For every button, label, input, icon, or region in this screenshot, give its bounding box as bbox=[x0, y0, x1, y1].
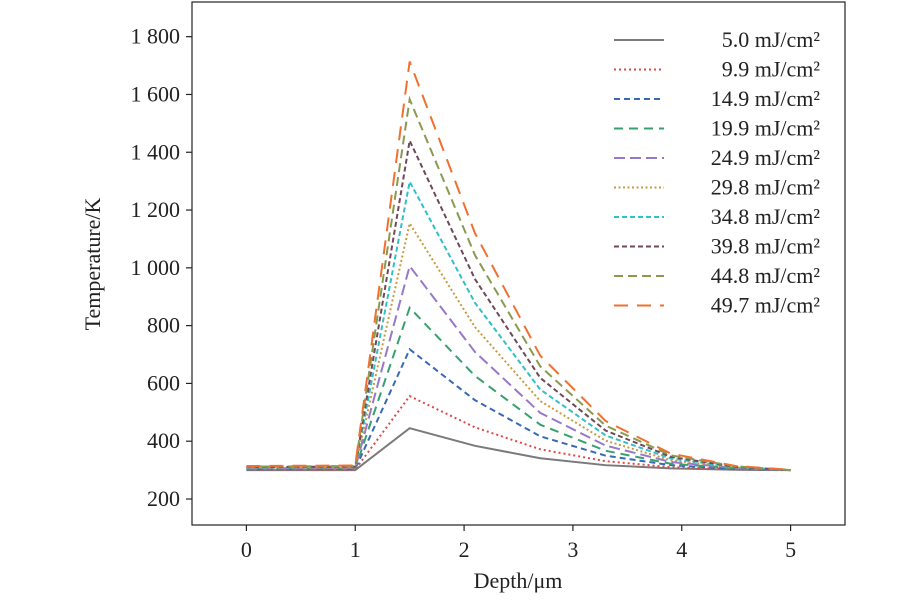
y-tick-label: 200 bbox=[147, 486, 180, 511]
legend-label-6: 34.8 mJ/cm² bbox=[711, 204, 821, 229]
x-tick-label: 0 bbox=[241, 537, 252, 562]
x-tick-label: 5 bbox=[785, 537, 796, 562]
legend-label-3: 19.9 mJ/cm² bbox=[711, 116, 821, 141]
y-tick-label: 800 bbox=[147, 313, 180, 338]
legend-label-2: 14.9 mJ/cm² bbox=[711, 86, 821, 111]
y-tick-label: 1 000 bbox=[131, 255, 181, 280]
y-tick-label: 1 200 bbox=[131, 197, 181, 222]
x-tick-label: 1 bbox=[350, 537, 361, 562]
series-line-3 bbox=[246, 305, 791, 472]
legend-label-9: 49.7 mJ/cm² bbox=[711, 293, 821, 318]
series-line-6 bbox=[246, 178, 791, 472]
x-tick-label: 4 bbox=[676, 537, 687, 562]
y-tick-label: 1 400 bbox=[131, 139, 181, 164]
series-line-8 bbox=[246, 95, 791, 472]
series-line-4 bbox=[246, 263, 791, 472]
legend-label-5: 29.8 mJ/cm² bbox=[711, 175, 821, 200]
series-line-9 bbox=[246, 61, 791, 471]
y-tick-label: 1 800 bbox=[131, 24, 181, 49]
y-tick-label: 1 600 bbox=[131, 81, 181, 106]
x-tick-label: 2 bbox=[459, 537, 470, 562]
series-line-7 bbox=[246, 137, 791, 472]
legend-label-8: 44.8 mJ/cm² bbox=[711, 263, 821, 288]
x-tick-label: 3 bbox=[567, 537, 578, 562]
x-axis-label: Depth/μm bbox=[474, 568, 563, 593]
legend: 5.0 mJ/cm² 9.9 mJ/cm² 14.9 mJ/cm² 19.9 mJ/c… bbox=[614, 27, 820, 318]
y-axis-label: Temperature/K bbox=[80, 197, 105, 330]
plot-area bbox=[191, 1, 846, 526]
legend-label-0: 5.0 mJ/cm² bbox=[722, 27, 821, 52]
series-line-2 bbox=[246, 347, 791, 472]
legend-label-1: 9.9 mJ/cm² bbox=[722, 57, 821, 82]
y-tick-label: 400 bbox=[147, 428, 180, 453]
y-tick-label: 600 bbox=[147, 370, 180, 395]
legend-label-4: 24.9 mJ/cm² bbox=[711, 145, 821, 170]
legend-label-7: 39.8 mJ/cm² bbox=[711, 234, 821, 259]
